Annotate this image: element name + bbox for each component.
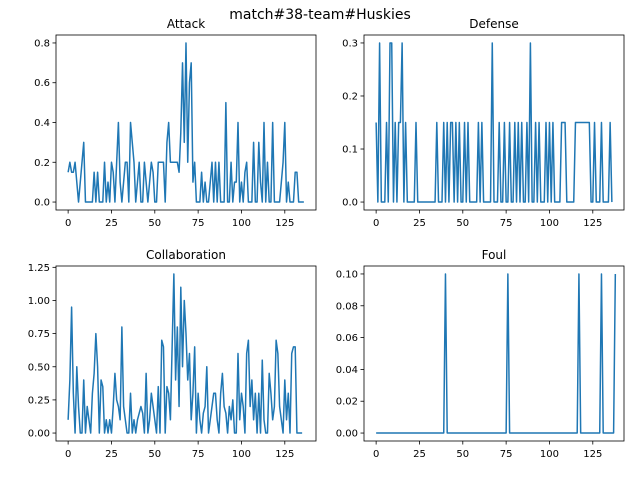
y-tick-label-3: 0.04 bbox=[336, 365, 358, 376]
subplot-2: 0 25 50 75 100 125 0.00 0.25 0.50 0.75 1.00 1.25 Col… bbox=[28, 248, 317, 460]
x-tick-label-0: 50 bbox=[148, 218, 161, 229]
y-tick-label-0: 0.0 bbox=[34, 198, 50, 209]
x-tick-label-2: 0 bbox=[65, 449, 71, 460]
x-tick-label-3: 25 bbox=[413, 449, 426, 460]
figure-suptitle: match#38-team#Huskies bbox=[229, 7, 411, 23]
axes-frame-3 bbox=[363, 265, 625, 442]
axes-frame-1 bbox=[363, 34, 625, 211]
y-tick-label-1: 0.1 bbox=[342, 145, 358, 156]
series-line-3-0 bbox=[376, 273, 617, 434]
subplot-0: 0 25 50 75 100 125 0.0 0.2 0.4 0.6 0.8 Attack bbox=[34, 17, 317, 229]
subplot-title-0: Attack bbox=[167, 17, 205, 31]
y-tick-label-2: 0.25 bbox=[28, 395, 50, 406]
series-line-1-0 bbox=[375, 42, 613, 203]
series-line-0-0 bbox=[67, 42, 304, 203]
y-tick-label-3: 0.08 bbox=[336, 301, 358, 312]
y-tick-label-1: 0.3 bbox=[342, 38, 358, 49]
x-tick-label-2: 75 bbox=[192, 449, 205, 460]
x-tick-label-0: 125 bbox=[275, 218, 294, 229]
y-tick-label-0: 0.8 bbox=[34, 38, 50, 49]
x-tick-label-1: 50 bbox=[456, 218, 469, 229]
x-tick-label-2: 100 bbox=[232, 449, 251, 460]
subplot-1: 0 25 50 75 100 125 0.0 0.1 0.2 0.3 Defense bbox=[342, 17, 625, 229]
y-tick-label-1: 0.2 bbox=[342, 91, 358, 102]
subplot-title-3: Foul bbox=[482, 248, 507, 262]
x-tick-label-3: 75 bbox=[500, 449, 513, 460]
y-tick-label-2: 1.00 bbox=[28, 296, 50, 307]
y-tick-label-0: 0.4 bbox=[34, 118, 50, 129]
y-tick-label-0: 0.2 bbox=[34, 158, 50, 169]
y-tick-label-3: 0.10 bbox=[336, 269, 358, 280]
y-tick-label-3: 0.00 bbox=[336, 429, 358, 440]
x-tick-label-1: 25 bbox=[413, 218, 426, 229]
subplot-title-1: Defense bbox=[469, 17, 518, 31]
x-tick-label-0: 100 bbox=[232, 218, 251, 229]
x-tick-label-1: 125 bbox=[583, 218, 602, 229]
x-tick-label-0: 25 bbox=[105, 218, 118, 229]
x-tick-label-0: 75 bbox=[192, 218, 205, 229]
x-tick-label-3: 100 bbox=[540, 449, 559, 460]
x-tick-label-2: 25 bbox=[105, 449, 118, 460]
x-tick-label-2: 125 bbox=[275, 449, 294, 460]
x-tick-label-2: 50 bbox=[148, 449, 161, 460]
y-tick-label-1: 0.0 bbox=[342, 198, 358, 209]
x-tick-label-1: 0 bbox=[373, 218, 379, 229]
x-tick-label-3: 125 bbox=[583, 449, 602, 460]
y-tick-label-2: 0.75 bbox=[28, 329, 50, 340]
y-tick-label-2: 0.00 bbox=[28, 429, 50, 440]
x-tick-label-1: 100 bbox=[540, 218, 559, 229]
y-tick-label-3: 0.02 bbox=[336, 397, 358, 408]
axes-frame-2 bbox=[55, 265, 317, 442]
x-tick-label-1: 75 bbox=[500, 218, 513, 229]
subplot-3: 0 25 50 75 100 125 0.00 0.02 0.04 0.06 0.08 0.10 Fou… bbox=[336, 248, 625, 460]
y-tick-label-2: 1.25 bbox=[28, 263, 50, 274]
subplot-title-2: Collaboration bbox=[146, 248, 226, 262]
x-tick-label-3: 0 bbox=[373, 449, 379, 460]
series-line-2-0 bbox=[67, 273, 303, 434]
y-tick-label-2: 0.50 bbox=[28, 362, 50, 373]
x-tick-label-3: 50 bbox=[456, 449, 469, 460]
y-tick-label-0: 0.6 bbox=[34, 78, 50, 89]
y-tick-label-3: 0.06 bbox=[336, 333, 358, 344]
x-tick-label-0: 0 bbox=[65, 218, 71, 229]
